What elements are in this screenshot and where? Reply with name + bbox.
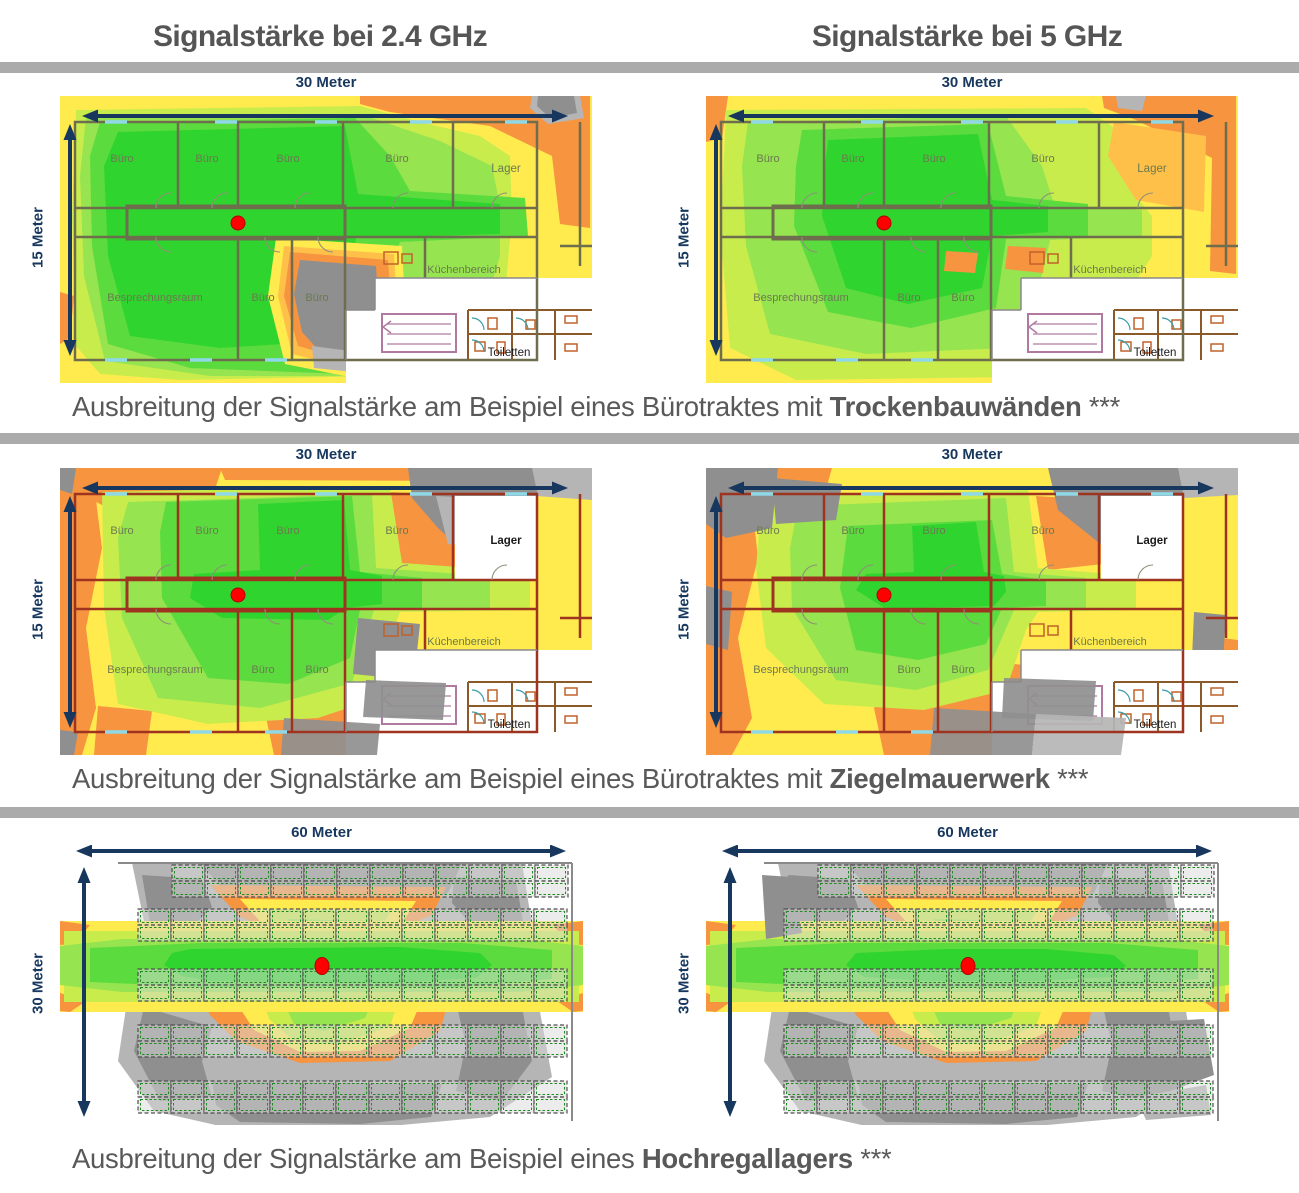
svg-text:Küchenbereich: Küchenbereich	[1073, 636, 1146, 648]
height-dimension-label: 15 Meter	[675, 579, 693, 640]
width-dimension-label: 30 Meter	[941, 446, 1003, 463]
svg-text:Büro: Büro	[841, 153, 864, 165]
svg-text:Lager: Lager	[1136, 535, 1168, 547]
storage-racks	[783, 864, 1215, 1114]
access-point-dot	[314, 957, 330, 975]
svg-text:Büro: Büro	[195, 525, 218, 537]
svg-text:Büro: Büro	[897, 664, 920, 676]
heatmap-warehouse-2.4ghz	[60, 845, 583, 1125]
svg-text:Büro: Büro	[951, 292, 974, 304]
caption-footnote-marks: ***	[1049, 763, 1089, 794]
caption-bold-text: Trockenbauwänden	[829, 391, 1082, 422]
svg-text:Büro: Büro	[110, 525, 133, 537]
caption-footnote-marks: ***	[1081, 391, 1121, 422]
svg-text:Büro: Büro	[922, 525, 945, 537]
storage-racks	[137, 864, 569, 1114]
svg-text:Toiletten: Toiletten	[488, 719, 531, 731]
height-dimension-label: 30 Meter	[675, 953, 693, 1014]
svg-text:Büro: Büro	[897, 292, 920, 304]
section-divider-bottom	[0, 807, 1299, 818]
svg-text:Büro: Büro	[385, 153, 408, 165]
height-dimension-label: 15 Meter	[675, 207, 693, 268]
height-dimension-label: 15 Meter	[29, 579, 47, 640]
caption-footnote-marks: ***	[852, 1143, 892, 1174]
heatmap-office-drywall-2.4ghz: Büro Büro Büro Büro Lager Besprechungsraum Bür…	[60, 96, 592, 383]
svg-text:Büro: Büro	[195, 153, 218, 165]
svg-text:Büro: Büro	[841, 525, 864, 537]
caption-trockenbau: Ausbreitung der Signalstärke am Beispiel…	[72, 391, 1120, 423]
access-point-dot	[876, 215, 892, 231]
svg-text:Lager: Lager	[1137, 163, 1167, 175]
caption-hochregallager: Ausbreitung der Signalstärke am Beispiel…	[72, 1143, 892, 1175]
width-dimension-label: 60 Meter	[937, 824, 998, 841]
height-dimension-label: 30 Meter	[29, 953, 47, 1014]
column-title-2.4ghz: Signalstärke bei 2.4 GHz	[152, 20, 488, 53]
svg-text:Büro: Büro	[756, 153, 779, 165]
svg-text:Küchenbereich: Küchenbereich	[427, 264, 500, 276]
svg-text:Büro: Büro	[276, 153, 299, 165]
svg-text:Besprechungsraum: Besprechungsraum	[107, 292, 202, 304]
svg-text:Büro: Büro	[385, 525, 408, 537]
svg-text:Büro: Büro	[951, 664, 974, 676]
access-point-dot	[230, 215, 246, 231]
caption-text: Ausbreitung der Signalstärke am Beispiel…	[72, 1143, 642, 1174]
svg-text:Büro: Büro	[305, 664, 328, 676]
svg-text:Büro: Büro	[922, 153, 945, 165]
caption-ziegelmauerwerk: Ausbreitung der Signalstärke am Beispiel…	[72, 763, 1089, 795]
svg-text:Besprechungsraum: Besprechungsraum	[753, 292, 848, 304]
svg-text:Besprechungsraum: Besprechungsraum	[107, 664, 202, 676]
heatmap-office-brick-2.4ghz: Büro Büro Büro Büro Lager Besprechungsraum Bür…	[60, 468, 592, 755]
svg-text:Büro: Büro	[1031, 153, 1054, 165]
svg-text:Büro: Büro	[110, 153, 133, 165]
heatmap-office-brick-5ghz: Büro Büro Büro Büro Lager Besprechungsraum Bür…	[706, 468, 1238, 755]
column-title-5ghz: Signalstärke bei 5 GHz	[811, 20, 1123, 53]
svg-text:Lager: Lager	[491, 163, 521, 175]
caption-text: Ausbreitung der Signalstärke am Beispiel…	[72, 391, 830, 422]
svg-text:Besprechungsraum: Besprechungsraum	[753, 664, 848, 676]
svg-text:Küchenbereich: Küchenbereich	[1073, 264, 1146, 276]
caption-text: Ausbreitung der Signalstärke am Beispiel…	[72, 763, 830, 794]
svg-text:Büro: Büro	[276, 525, 299, 537]
access-point-dot	[960, 957, 976, 975]
section-divider-middle	[0, 433, 1299, 444]
svg-text:Büro: Büro	[756, 525, 779, 537]
heatmap-warehouse-5ghz	[706, 845, 1229, 1125]
svg-text:Büro: Büro	[305, 292, 328, 304]
svg-text:Küchenbereich: Küchenbereich	[427, 636, 500, 648]
access-point-dot	[230, 587, 246, 603]
caption-bold-text: Hochregallagers	[641, 1143, 853, 1174]
width-dimension-label: 30 Meter	[295, 74, 357, 91]
svg-text:Büro: Büro	[251, 292, 274, 304]
svg-text:Toiletten: Toiletten	[1134, 347, 1177, 359]
access-point-dot	[876, 587, 892, 603]
width-dimension-label: 30 Meter	[295, 446, 357, 463]
svg-text:Büro: Büro	[1031, 525, 1054, 537]
caption-bold-text: Ziegelmauerwerk	[829, 763, 1050, 794]
svg-text:Toiletten: Toiletten	[488, 347, 531, 359]
section-divider-top	[0, 62, 1299, 73]
heatmap-office-drywall-5ghz: Büro Büro Büro Büro Lager Besprechungsraum Bür…	[706, 96, 1238, 383]
width-dimension-label: 30 Meter	[941, 74, 1003, 91]
svg-text:Büro: Büro	[251, 664, 274, 676]
width-dimension-label: 60 Meter	[291, 824, 352, 841]
svg-text:Toiletten: Toiletten	[1134, 719, 1177, 731]
height-dimension-label: 15 Meter	[29, 207, 47, 268]
svg-text:Lager: Lager	[490, 535, 522, 547]
